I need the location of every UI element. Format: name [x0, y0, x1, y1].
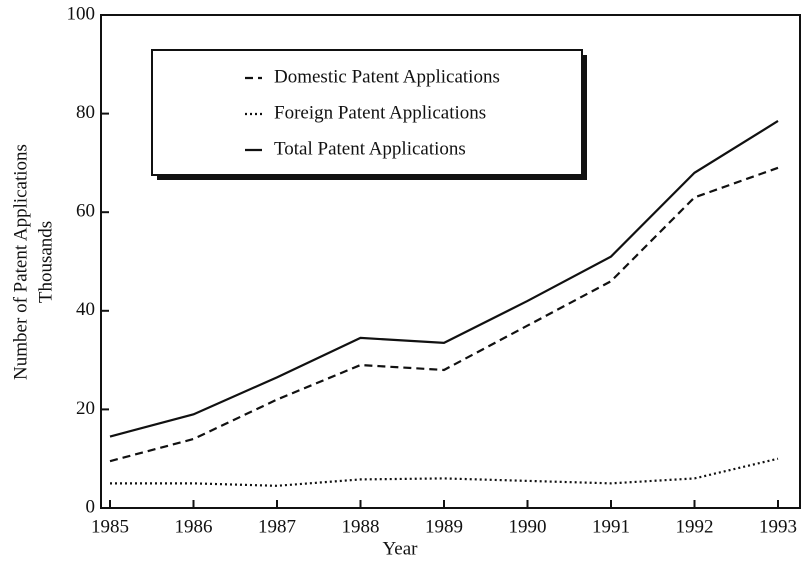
x-tick-label: 1987 — [258, 516, 296, 537]
x-tick-label: 1986 — [175, 516, 213, 537]
x-axis-label: Year — [382, 538, 418, 559]
x-tick-label: 1992 — [676, 516, 714, 537]
y-tick-label: 40 — [76, 299, 95, 320]
x-tick-label: 1990 — [509, 516, 547, 537]
y-tick-label: 60 — [76, 201, 95, 222]
legend-label: Foreign Patent Applications — [274, 102, 486, 123]
legend-box — [151, 49, 583, 176]
x-tick-label: 1993 — [759, 516, 797, 537]
legend-label: Domestic Patent Applications — [274, 66, 500, 87]
plot-frame — [100, 14, 801, 509]
y-axis-label: Number of Patent Applications — [10, 144, 31, 380]
x-tick-label: 1985 — [91, 516, 129, 537]
legend-label: Total Patent Applications — [274, 138, 466, 159]
y-tick-label: 80 — [76, 102, 95, 123]
x-tick-label: 1991 — [592, 516, 630, 537]
y-tick-label: 0 — [86, 496, 96, 517]
y-axis-label: Thousands — [35, 221, 56, 303]
series-line — [109, 166, 779, 463]
series-line — [109, 120, 779, 438]
y-tick-label: 100 — [67, 3, 96, 24]
series-line — [110, 457, 779, 487]
x-tick-label: 1989 — [425, 516, 463, 537]
y-tick-label: 20 — [76, 398, 95, 419]
x-tick-label: 1988 — [342, 516, 380, 537]
